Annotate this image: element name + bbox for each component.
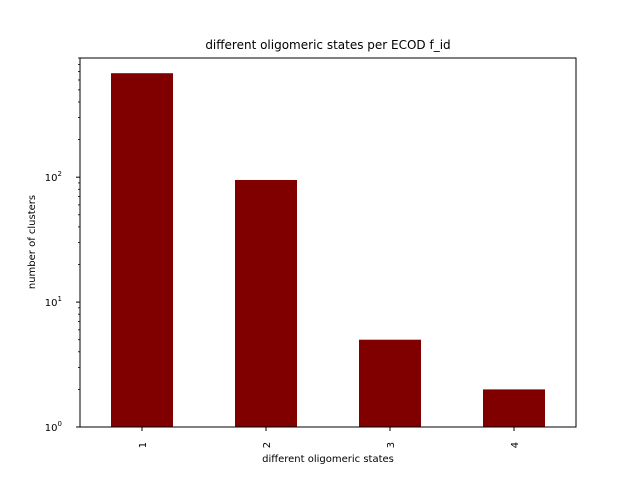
y-tick-label: 102 — [45, 170, 62, 184]
x-axis-label: different oligomeric states — [262, 454, 394, 465]
bar-2 — [235, 179, 297, 427]
y-axis-ticks: 100 101 102 — [45, 57, 80, 434]
y-tick-label: 101 — [45, 295, 62, 309]
bar-3 — [359, 339, 421, 427]
chart-title: different oligomeric states per ECOD f_i… — [205, 38, 450, 52]
x-axis-ticks: 1 2 3 4 — [138, 427, 521, 448]
x-tick-label: 2 — [262, 442, 273, 448]
bar-1 — [111, 73, 173, 428]
bars-group — [111, 73, 545, 428]
x-tick-label: 4 — [510, 442, 521, 448]
x-tick-label: 1 — [138, 442, 149, 448]
x-tick-label: 3 — [386, 442, 397, 448]
plot-frame — [79, 57, 577, 428]
y-tick-label: 100 — [45, 420, 62, 434]
y-axis-label: number of clusters — [27, 195, 38, 289]
bar-4 — [483, 389, 545, 427]
